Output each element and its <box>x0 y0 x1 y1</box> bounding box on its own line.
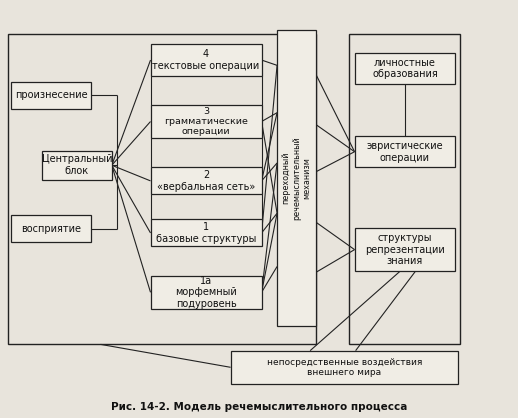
FancyBboxPatch shape <box>151 167 262 194</box>
Text: 3
грамматические
операции: 3 грамматические операции <box>164 107 248 136</box>
Text: переходный
речемыслительный
механизм: переходный речемыслительный механизм <box>282 136 311 219</box>
Text: 1
базовые структуры: 1 базовые структуры <box>156 222 256 244</box>
FancyBboxPatch shape <box>355 53 455 84</box>
Text: структуры
репрезентации
знания: структуры репрезентации знания <box>365 233 445 266</box>
FancyBboxPatch shape <box>151 105 262 138</box>
Text: Центральный
блок: Центральный блок <box>41 155 112 176</box>
Text: 1а
морфемный
подуровень: 1а морфемный подуровень <box>175 276 237 309</box>
FancyBboxPatch shape <box>42 150 112 180</box>
Text: 4
текстовые операции: 4 текстовые операции <box>152 49 260 71</box>
FancyBboxPatch shape <box>151 44 262 76</box>
Text: эвристические
операции: эвристические операции <box>367 141 443 163</box>
FancyBboxPatch shape <box>151 275 262 309</box>
Text: непосредственные воздействия
внешнего мира: непосредственные воздействия внешнего ми… <box>267 358 422 377</box>
FancyBboxPatch shape <box>11 215 91 242</box>
Text: Рис. 14-2. Модель речемыслительного процесса: Рис. 14-2. Модель речемыслительного проц… <box>111 402 407 412</box>
FancyBboxPatch shape <box>277 30 316 326</box>
Text: восприятие: восприятие <box>21 224 81 234</box>
FancyBboxPatch shape <box>355 136 455 167</box>
Text: произнесение: произнесение <box>15 90 88 100</box>
Text: 2
«вербальная сеть»: 2 «вербальная сеть» <box>157 170 255 192</box>
FancyBboxPatch shape <box>151 219 262 247</box>
FancyBboxPatch shape <box>355 228 455 272</box>
FancyBboxPatch shape <box>231 351 458 384</box>
Text: личностные
образования: личностные образования <box>372 58 438 79</box>
FancyBboxPatch shape <box>11 82 91 109</box>
